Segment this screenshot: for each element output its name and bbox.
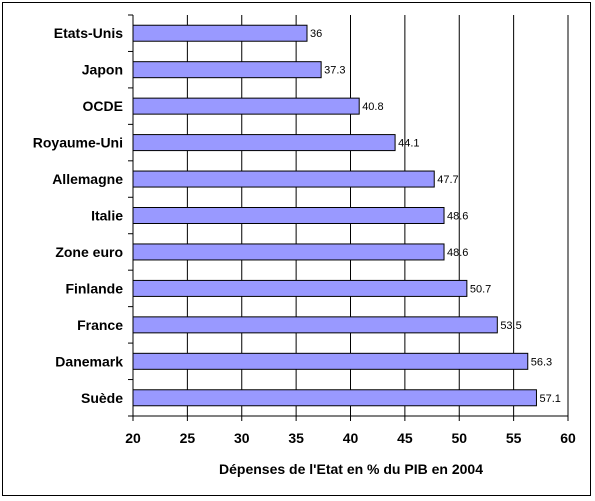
bar-Italie bbox=[132, 207, 445, 224]
bar-Suède bbox=[132, 389, 537, 407]
x-tick-label: 35 bbox=[288, 430, 304, 446]
data-label: 47.7 bbox=[437, 174, 458, 186]
data-label: 56.3 bbox=[531, 356, 552, 368]
category-label: Suède bbox=[81, 390, 123, 406]
bars bbox=[132, 24, 537, 407]
tick-labels: 20 25 30 35 40 45 50 55 60 bbox=[125, 430, 576, 446]
bar-Japon bbox=[132, 61, 322, 79]
x-tick-label: 20 bbox=[125, 430, 141, 446]
x-tick-label: 55 bbox=[506, 430, 522, 446]
data-label: 48.6 bbox=[447, 247, 468, 259]
category-label: Finlande bbox=[65, 280, 123, 296]
x-tick-label: 45 bbox=[397, 430, 413, 446]
data-label: 44.1 bbox=[398, 138, 419, 150]
x-tick-label: 60 bbox=[560, 430, 576, 446]
x-axis-title: Dépenses de l'Etat en % du PIB en 2004 bbox=[219, 461, 483, 477]
bar-Royaume-Uni bbox=[132, 134, 396, 152]
data-label: 36 bbox=[310, 28, 322, 40]
category-label: France bbox=[77, 317, 123, 333]
axes bbox=[128, 14, 569, 421]
x-tick-label: 25 bbox=[180, 430, 196, 446]
x-tick-label: 40 bbox=[343, 430, 359, 446]
bar-Allemagne bbox=[132, 170, 435, 188]
category-label: Zone euro bbox=[55, 244, 123, 260]
data-label: 50.7 bbox=[470, 283, 491, 295]
category-labels: Etats-Unis Japon OCDE Royaume-Uni Allemagne I… bbox=[33, 25, 123, 406]
x-tick-label: 50 bbox=[451, 430, 467, 446]
data-label: 57.1 bbox=[539, 393, 560, 405]
bar-Zone euro bbox=[132, 243, 445, 261]
category-label: Royaume-Uni bbox=[33, 135, 123, 151]
data-label: 37.3 bbox=[324, 65, 345, 77]
bar-France bbox=[132, 316, 498, 334]
bar-OCDE bbox=[132, 97, 360, 115]
data-label: 40.8 bbox=[362, 101, 383, 113]
data-label: 48.6 bbox=[447, 211, 468, 223]
bar-Danemark bbox=[132, 352, 529, 370]
category-label: Etats-Unis bbox=[54, 25, 123, 41]
bar-Etats-Unis bbox=[132, 24, 308, 42]
data-labels: 36 37.3 40.8 44.1 47.7 48.6 48.6 50.7 53.5 56.3 57… bbox=[310, 28, 561, 405]
category-label: Danemark bbox=[55, 353, 123, 369]
x-tick-label: 30 bbox=[234, 430, 250, 446]
category-label: Italie bbox=[91, 208, 123, 224]
bar-Finlande bbox=[132, 279, 468, 297]
data-label: 53.5 bbox=[500, 320, 521, 332]
category-label: Allemagne bbox=[52, 171, 123, 187]
category-label: OCDE bbox=[83, 98, 123, 114]
category-label: Japon bbox=[82, 62, 123, 78]
